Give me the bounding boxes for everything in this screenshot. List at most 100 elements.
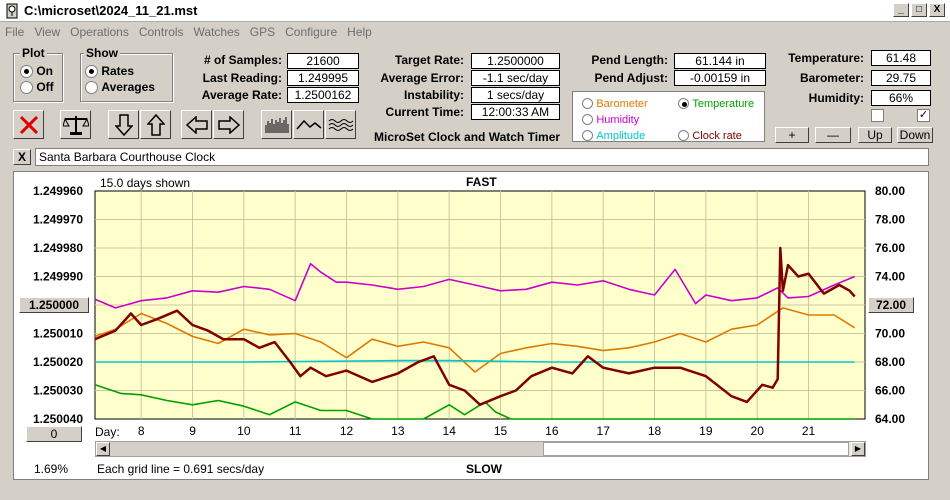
scale-down-button[interactable]: [108, 110, 139, 139]
scroll-left-arrow-icon[interactable]: ◀: [96, 442, 110, 456]
humidity-label: Humidity:: [808, 91, 864, 105]
days-shown: 15.0 days shown: [100, 176, 191, 190]
series-line-clock-rate: [94, 246, 856, 406]
maximize-button[interactable]: □: [911, 3, 927, 17]
y-left-tick-label: 1.249990: [33, 270, 83, 284]
menu-watches[interactable]: Watches: [193, 25, 240, 39]
horizontal-scrollbar[interactable]: ◀ ▶: [95, 441, 866, 457]
radio-button[interactable]: [582, 130, 593, 142]
show-rates-radio[interactable]: Rates: [85, 64, 135, 79]
scroll-left-button[interactable]: [181, 110, 212, 139]
menu-controls[interactable]: Controls: [138, 25, 184, 39]
scale-up-button[interactable]: [140, 110, 171, 139]
temperature-value: 61.48: [871, 50, 931, 66]
radio-button[interactable]: [85, 81, 98, 95]
show-averages-radio[interactable]: Averages: [85, 80, 155, 95]
y-right-tick-label: 64.00: [875, 412, 905, 426]
barometer-option-label: Barometer: [596, 98, 648, 110]
down-button[interactable]: Down: [897, 127, 933, 143]
left-checkbox[interactable]: [871, 109, 884, 122]
plot-off-label: Off: [36, 80, 54, 94]
scroll-right-arrow-icon[interactable]: ▶: [851, 442, 865, 456]
radio-button[interactable]: [20, 65, 33, 79]
radio-button[interactable]: [20, 81, 33, 95]
minimize-button[interactable]: _: [893, 3, 909, 17]
percent-value: 1.69%: [34, 462, 69, 476]
temperature-label: Temperature:: [788, 51, 864, 65]
clock-rate-chart: 1.2499601.2499701.2499801.2499901.250000…: [33, 184, 905, 438]
scroll-thumb[interactable]: [543, 442, 849, 456]
average-rate-label: Average Rate:: [201, 88, 282, 102]
plus-button[interactable]: +: [775, 127, 809, 143]
x-tick-label: 8: [138, 424, 145, 438]
menu-operations[interactable]: Operations: [70, 25, 129, 39]
instability-label: Instability:: [403, 88, 464, 102]
title-bar: C:\microset\2024_11_21.mst _ □ X: [0, 0, 950, 22]
y-right-tick-label: 78.00: [875, 213, 905, 227]
show-rates-label: Rates: [101, 64, 135, 78]
smooth-plot-button[interactable]: [293, 110, 324, 139]
radio-button[interactable]: [678, 98, 689, 110]
temperature-option-label: Temperature: [692, 98, 755, 110]
temp-center-button[interactable]: 72.00: [868, 297, 914, 313]
target-rate-value: 1.2500000: [471, 53, 560, 69]
x-ticks: 8 9 10 11 12 13 14 15 16 17 18 19 20 21: [138, 424, 816, 438]
radio-button[interactable]: [678, 130, 689, 142]
arrow-down-icon: [114, 113, 133, 136]
rate-center-button[interactable]: 1.250000: [19, 297, 89, 313]
menu-help[interactable]: Help: [347, 25, 372, 39]
filtered-plot-button[interactable]: [325, 110, 356, 139]
clock-name-field[interactable]: Santa Barbara Courthouse Clock: [35, 148, 929, 166]
x-tick-label: 11: [289, 424, 302, 438]
scroll-track[interactable]: [110, 442, 543, 456]
x-axis-label: Day:: [95, 425, 120, 439]
balance-scale-icon: [62, 115, 89, 135]
clear-button[interactable]: [13, 110, 44, 139]
y-right-tick-label: 80.00: [875, 184, 905, 198]
barometer-label: Barometer:: [799, 71, 864, 85]
current-time-label: Current Time:: [385, 105, 464, 119]
right-checkbox[interactable]: ✓: [917, 109, 930, 122]
menu-gps[interactable]: GPS: [249, 25, 276, 39]
y-left-tick-label: 1.249980: [33, 241, 83, 255]
raw-plot-button[interactable]: [261, 110, 292, 139]
plot-off-radio[interactable]: Off: [20, 80, 54, 95]
x-tick-label: 16: [545, 424, 559, 438]
x-tick-label: 13: [391, 424, 405, 438]
average-error-value: -1.1 sec/day: [471, 70, 560, 86]
y-left-tick-label: 1.250010: [33, 327, 83, 341]
radio-button[interactable]: [582, 114, 593, 126]
up-button[interactable]: Up: [858, 127, 892, 143]
balance-button[interactable]: [60, 110, 91, 139]
menu-configure[interactable]: Configure: [285, 25, 338, 39]
target-rate-label: Target Rate:: [394, 53, 464, 67]
x-tick-label: 19: [699, 424, 713, 438]
temperature-option[interactable]: Temperature: [678, 96, 754, 110]
scroll-right-button[interactable]: [213, 110, 244, 139]
y-left-tick-label: 1.249960: [33, 184, 83, 198]
offset-button[interactable]: 0: [26, 426, 82, 442]
humidity-option[interactable]: Humidity: [582, 112, 639, 126]
barometer-option[interactable]: Barometer: [582, 96, 648, 110]
pend-length-label: Pend Length:: [591, 53, 668, 67]
radio-button[interactable]: [582, 98, 593, 110]
plot-group-title: Plot: [20, 46, 47, 60]
clock-name-close-button[interactable]: X: [13, 149, 31, 165]
menu-view[interactable]: View: [34, 25, 61, 39]
humidity-value: 66%: [871, 90, 931, 106]
show-group: [80, 53, 173, 102]
clock-rate-option[interactable]: Clock rate: [678, 128, 742, 142]
menu-file[interactable]: File: [5, 25, 25, 39]
pend-length-value: 61.144 in: [674, 53, 766, 69]
average-rate-value: 1.2500162: [287, 87, 359, 103]
plot-on-radio[interactable]: On: [20, 64, 53, 79]
samples-value: 21600: [287, 53, 359, 69]
radio-button[interactable]: [85, 65, 98, 79]
grid-note: Each grid line = 0.691 secs/day: [97, 462, 265, 476]
red-x-icon: [19, 115, 38, 134]
series-lines: [94, 246, 856, 420]
amplitude-option[interactable]: Amplitude: [582, 128, 645, 142]
minus-button[interactable]: —: [815, 127, 851, 143]
close-button[interactable]: X: [929, 3, 945, 17]
y-left-tick-label: 1.249970: [33, 213, 83, 227]
